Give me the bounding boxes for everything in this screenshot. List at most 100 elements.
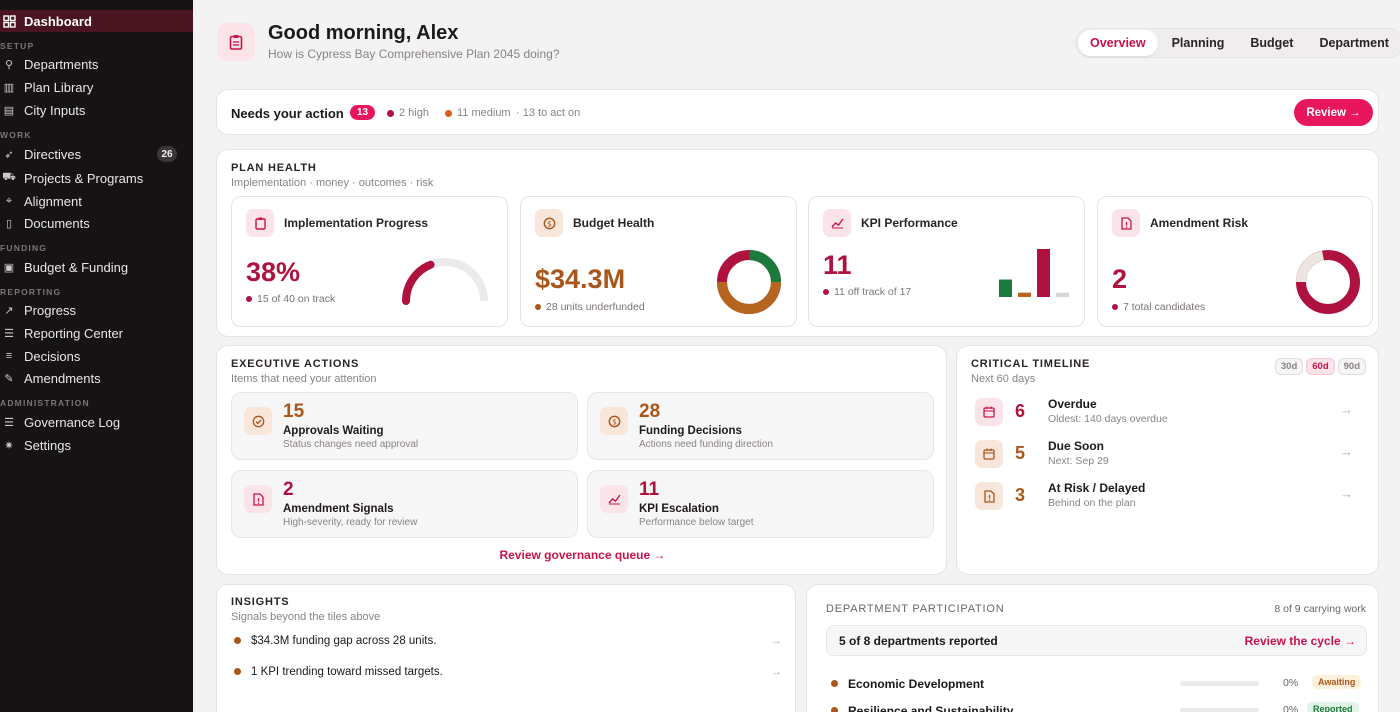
department-row[interactable]: Resilience and Sustainability 0% Reporte…	[831, 702, 1364, 712]
coin-icon: $	[535, 209, 563, 237]
needs-action-title: Needs your action	[231, 106, 344, 121]
plan-health-card: PLAN HEALTH Implementation · money · out…	[216, 149, 1379, 337]
kpi-bar	[1037, 249, 1050, 297]
action-funding-decisions[interactable]: $ 28 Funding Decisions Actions need fund…	[587, 392, 934, 460]
directives-icon: ➶	[4, 148, 14, 161]
sidebar-item-settings[interactable]: ✷ Settings	[0, 434, 193, 456]
timeline-count: 5	[1015, 443, 1026, 463]
sidebar-item-progress[interactable]: ↗ Progress	[0, 299, 193, 321]
sidebar-item-label: Directives	[24, 146, 82, 162]
sidebar-item-label: Governance Log	[24, 414, 121, 430]
amendment-foot-label: 7 total candidates	[1123, 301, 1206, 313]
trend-chart-icon	[823, 209, 851, 237]
action-number: 2	[283, 479, 294, 500]
sidebar-item-budget-funding[interactable]: ▣ Budget & Funding	[0, 256, 193, 278]
svg-text:$: $	[547, 219, 552, 228]
executive-actions-subtitle: Items that need your attention	[231, 373, 377, 385]
kpi-bar	[1056, 292, 1069, 297]
participation-summary: 8 of 9 carrying work	[1274, 603, 1366, 615]
status-dot	[1112, 304, 1118, 311]
kpi-foot-label: 11 off track of 17	[834, 286, 912, 298]
action-sub: Actions need funding direction	[639, 439, 773, 450]
sidebar-item-departments[interactable]: ⚲ Departments	[0, 53, 193, 75]
insights-card: INSIGHTS Signals beyond the tiles above …	[216, 584, 796, 712]
sidebar-item-decisions[interactable]: ≡ Decisions	[0, 345, 193, 367]
tile-amendment-risk[interactable]: Amendment Risk 2 7 total candidates	[1097, 196, 1373, 327]
action-kpi-escalation[interactable]: 11 KPI Escalation Performance below targ…	[587, 470, 934, 538]
implementation-foot: 15 of 40 on track	[246, 293, 335, 305]
review-cycle-link[interactable]: Review the cycle →	[1244, 634, 1356, 648]
timeline-label: At Risk / Delayed	[1048, 481, 1146, 495]
clipboard-icon	[217, 23, 255, 61]
review-button[interactable]: Review →	[1294, 99, 1373, 126]
tile-budget-health[interactable]: $ Budget Health $34.3M 28 units underfund…	[520, 196, 797, 327]
tab-budget[interactable]: Budget	[1250, 36, 1294, 50]
sidebar-item-projects-programs[interactable]: ⛟ Projects & Programs	[0, 167, 193, 189]
needs-action-bar: Needs your action 13 2 high 11 medium · …	[216, 89, 1379, 135]
plan-health-subtitle: Implementation · money · outcomes · risk	[231, 177, 434, 189]
timeline-row-at-risk[interactable]: 3 At Risk / Delayed Behind on the plan →	[975, 478, 1353, 514]
timeline-row-overdue[interactable]: 6 Overdue Oldest: 140 days overdue →	[975, 394, 1353, 430]
action-label: Amendment Signals	[283, 503, 394, 515]
timeline-sub: Next: Sep 29	[1048, 455, 1109, 467]
tab-overview[interactable]: Overview	[1078, 30, 1158, 56]
range-selector: 30d 60d 90d	[1272, 358, 1366, 375]
directives-count-badge: 26	[157, 146, 177, 162]
amendments-icon: ✎	[4, 372, 14, 385]
status-dot	[246, 296, 252, 303]
budget-icon: ▣	[3, 261, 15, 274]
critical-timeline-card: CRITICAL TIMELINE Next 60 days 30d 60d 9…	[956, 345, 1379, 575]
sidebar-item-amendments[interactable]: ✎ Amendments	[0, 367, 193, 389]
sidebar-item-city-inputs[interactable]: ▤ City Inputs	[0, 99, 193, 121]
insights-subtitle: Signals beyond the tiles above	[231, 611, 381, 623]
department-name: Resilience and Sustainability	[848, 704, 1014, 712]
action-number: 28	[639, 401, 661, 422]
sidebar-item-alignment[interactable]: ⌖ Alignment	[0, 190, 193, 212]
action-approvals-waiting[interactable]: 15 Approvals Waiting Status changes need…	[231, 392, 578, 460]
tab-planning[interactable]: Planning	[1171, 36, 1225, 50]
arrow-right-icon: →	[1340, 444, 1353, 459]
action-number: 11	[639, 479, 660, 500]
action-sub: Status changes need approval	[283, 439, 419, 450]
status-badge: Awaiting	[1312, 675, 1362, 689]
action-count-badge: 13	[350, 105, 375, 120]
insight-dot	[234, 637, 241, 645]
range-60d[interactable]: 60d	[1306, 358, 1335, 375]
range-90d[interactable]: 90d	[1337, 358, 1366, 375]
kpi-bar	[1018, 292, 1031, 297]
sidebar-item-directives[interactable]: ➶ Directives 26	[0, 143, 193, 165]
check-circle-icon	[244, 407, 272, 435]
projects-icon: ⛟	[2, 171, 16, 183]
action-sub: Performance below target	[639, 517, 754, 528]
sidebar-item-label: Projects & Programs	[24, 170, 144, 186]
tab-department[interactable]: Department	[1319, 36, 1389, 50]
sidebar-item-governance-log[interactable]: ☰ Governance Log	[0, 411, 193, 433]
timeline-label: Overdue	[1048, 397, 1097, 411]
sidebar-heading-funding: FUNDING	[0, 243, 48, 253]
sidebar-item-documents[interactable]: ▯ Documents	[0, 212, 193, 234]
action-number: 15	[283, 401, 305, 422]
sidebar-item-dashboard[interactable]: Dashboard	[0, 10, 193, 32]
insight-item[interactable]: $34.3M funding gap across 28 units. →	[234, 635, 782, 653]
insight-item[interactable]: 1 KPI trending toward missed targets. →	[234, 666, 782, 684]
tile-implementation-progress[interactable]: Implementation Progress 38% 15 of 40 on …	[231, 196, 508, 327]
department-row[interactable]: Economic Development 0% Awaiting	[831, 675, 1364, 693]
status-dot	[535, 304, 541, 311]
review-governance-queue-link[interactable]: Review governance queue →	[499, 548, 666, 562]
timeline-row-due-soon[interactable]: 5 Due Soon Next: Sep 29 →	[975, 436, 1353, 472]
sidebar-item-plan-library[interactable]: ▥ Plan Library	[0, 76, 193, 98]
inputs-icon: ▤	[3, 104, 15, 117]
insight-text: 1 KPI trending toward missed targets.	[251, 666, 443, 678]
range-30d[interactable]: 30d	[1274, 358, 1304, 375]
sidebar-item-label: Decisions	[24, 348, 81, 364]
document-alert-icon	[975, 482, 1003, 510]
action-amendment-signals[interactable]: 2 Amendment Signals High-severity, ready…	[231, 470, 578, 538]
tile-kpi-performance[interactable]: KPI Performance 11 11 off track of 17	[808, 196, 1085, 327]
tile-title: Implementation Progress	[284, 216, 429, 230]
department-pct: 0%	[1283, 677, 1299, 689]
timeline-count: 6	[1015, 401, 1026, 421]
department-dot	[831, 680, 838, 688]
donut-segment-green	[748, 250, 781, 283]
insight-text: $34.3M funding gap across 28 units.	[251, 635, 437, 647]
sidebar-item-reporting-center[interactable]: ☰ Reporting Center	[0, 322, 193, 344]
